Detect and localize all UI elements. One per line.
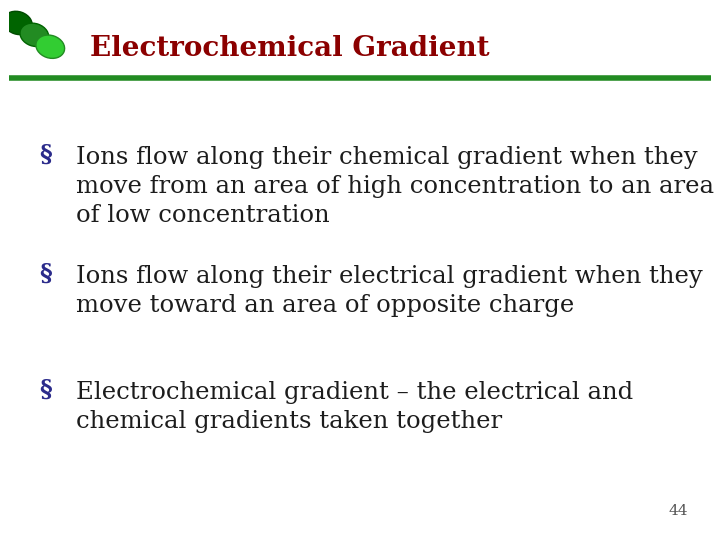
Ellipse shape (4, 11, 32, 35)
Ellipse shape (36, 35, 65, 58)
Text: Electrochemical Gradient: Electrochemical Gradient (90, 35, 490, 62)
Text: Ions flow along their electrical gradient when they
move toward an area of oppos: Ions flow along their electrical gradien… (76, 265, 702, 317)
Text: 44: 44 (668, 504, 688, 518)
Text: Ions flow along their chemical gradient when they
move from an area of high conc: Ions flow along their chemical gradient … (76, 146, 714, 227)
Ellipse shape (20, 23, 49, 46)
Text: §: § (40, 378, 53, 402)
Text: §: § (40, 143, 53, 167)
Text: Electrochemical gradient – the electrical and
chemical gradients taken together: Electrochemical gradient – the electrica… (76, 381, 633, 433)
Text: §: § (40, 262, 53, 286)
